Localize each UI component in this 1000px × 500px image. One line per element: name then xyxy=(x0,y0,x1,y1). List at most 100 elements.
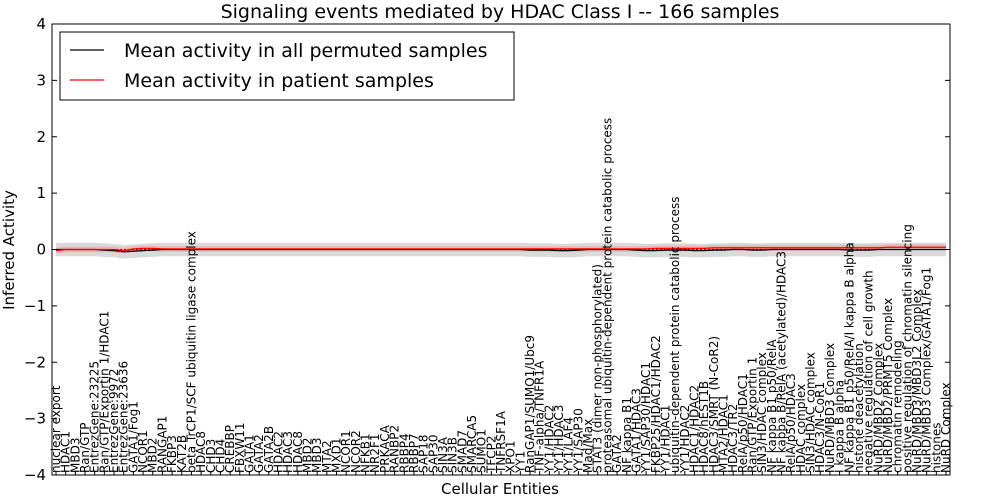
category-label: GATA2 xyxy=(252,434,266,473)
category-label: NF kappa B/RelA (acetylated)/HDAC3 xyxy=(775,251,789,473)
y-tick-label: −4 xyxy=(24,466,46,484)
y-tick-label: −3 xyxy=(24,410,46,428)
category-label: YY1/SAP30/HDAC1 xyxy=(639,362,653,474)
category-label: Mad/Max xyxy=(581,419,595,473)
y-tick-label: −1 xyxy=(24,297,46,315)
category-label: NFKB1 xyxy=(359,433,373,473)
legend: Mean activity in all permuted samples Me… xyxy=(59,31,515,101)
category-label: PRKACA xyxy=(378,424,392,473)
category-label: RBBP4 xyxy=(397,433,411,473)
category-label: MBD2 xyxy=(146,438,160,473)
category-label: NuRD/MBD3 Complex xyxy=(823,343,837,473)
category-label: RelA/p50/HDAC1 xyxy=(736,373,750,473)
y-axis-label: Inferred Activity xyxy=(0,190,18,310)
category-label: Ran/GTP/Exportin 1 xyxy=(746,357,760,473)
category-label: positive regulation of chromatin silenci… xyxy=(900,224,914,473)
category-label: NF kappa B1 p50/RelA/I kappa B alpha xyxy=(842,242,856,473)
category-label: HDAC3 xyxy=(281,431,295,473)
category-label: NuRD/MBD3 Complex/GATA1/Fog1 xyxy=(920,267,934,473)
category-label: proteasomal ubiquitin-dependent protein … xyxy=(600,118,614,473)
category-label: beta TrCP1/SCF ubiquitin ligase complex xyxy=(184,231,198,473)
category-label: NuRD/MBD2/PRMT5 Complex xyxy=(881,298,895,473)
category-label: NuRD/MBD3/MBD3L2 Complex xyxy=(910,289,924,473)
chart-title: Signaling events mediated by HDAC Class … xyxy=(221,1,780,23)
legend-label-patient: Mean activity in patient samples xyxy=(124,70,434,92)
category-labels: nuclear exportHDAC1MBD3Ran/GTPEntrezGene… xyxy=(49,118,953,474)
category-label: YY1/HDAC3 xyxy=(552,405,566,474)
category-label: MTA2 xyxy=(320,440,334,473)
y-tick-label: 1 xyxy=(36,184,46,202)
category-label: YY1/SAP30 xyxy=(571,408,585,474)
category-label: FKBP3 xyxy=(165,435,179,473)
y-tick-label: 4 xyxy=(36,15,46,33)
category-label: YY1/HDAC2 xyxy=(678,405,692,474)
category-label: EntrezGene:23225 xyxy=(88,361,102,473)
category-label: XPO1 xyxy=(504,440,518,473)
y-tick-label: −2 xyxy=(24,353,46,371)
category-label: HDAC1 xyxy=(59,431,73,473)
category-label: SMAD7 xyxy=(455,430,469,473)
category-label: TFCP2 xyxy=(484,436,498,474)
x-axis-ticks xyxy=(55,471,947,475)
category-label: KAT2B xyxy=(175,435,189,473)
category-label: FBXW11 xyxy=(233,423,247,474)
category-label: MBD2 xyxy=(301,438,315,473)
category-label: FKBP25/HDAC1/HDAC2 xyxy=(649,335,663,473)
category-label: NF kappa B1 xyxy=(620,397,634,473)
category-label: GATA2B xyxy=(262,426,276,473)
category-label: NF kappa B1 p50/RelA xyxy=(765,339,779,473)
category-label: EntrezGene:23636 xyxy=(117,361,131,473)
category-label: SIN3/HDAC complex xyxy=(755,352,769,473)
category-label: nuclear export xyxy=(49,385,63,473)
category-label: NCOR2 xyxy=(349,430,363,473)
category-label: SAP30 xyxy=(426,434,440,473)
category-label: TNFRSF1A xyxy=(494,410,508,474)
plot-area-frame xyxy=(51,23,951,476)
category-label: NuRD/MBD2 Complex xyxy=(871,343,885,473)
category-label: CREBBP xyxy=(223,425,237,473)
category-label: YY1/HDAC2 xyxy=(542,405,556,474)
category-label: STAT3 (dimer non-phosphorylated) xyxy=(591,264,605,473)
y-tick-label: 3 xyxy=(36,71,46,89)
category-label: chromatin remodeling xyxy=(891,340,905,473)
x-axis-label: Cellular Entities xyxy=(441,480,559,498)
category-label: NuRD Complex xyxy=(939,382,953,473)
category-label: MBD3 xyxy=(68,438,82,473)
category-label: HDAC3/SMRT (N-CoR2) xyxy=(707,336,721,473)
y-tick-label: 2 xyxy=(36,128,46,146)
series-line-1 xyxy=(55,246,946,252)
category-label: RelA/p50/HDAC3 xyxy=(784,373,798,473)
category-label: GATA1 xyxy=(242,434,256,473)
category-label: SAP18 xyxy=(417,434,431,473)
category-label: SIN3B xyxy=(446,437,460,473)
category-label: RBBP7 xyxy=(407,433,421,473)
legend-box xyxy=(59,31,515,101)
category-label: HDAC2 xyxy=(272,431,286,473)
category-label: EntrezGene:9972 xyxy=(107,369,121,474)
category-label: Ran/GTP xyxy=(78,422,92,473)
category-label: GATA2 xyxy=(610,434,624,473)
category-label: MTA2/HDAC1 xyxy=(717,394,731,473)
category-label: Ran/GTP/Exportin 1/HDAC1 xyxy=(97,311,111,473)
category-label: TNF-alpha/TNFR1A xyxy=(533,360,547,474)
category-label: NR2F1 xyxy=(368,434,382,474)
category-label: HDAC1/HDAC2 xyxy=(687,385,701,473)
y-tick-label: 0 xyxy=(36,241,46,259)
category-label: YY1/HDAC1 xyxy=(658,405,672,474)
category-label: MBD3 xyxy=(310,438,324,473)
category-label: GATA1/Fog1 xyxy=(126,401,140,473)
category-label: HDAC complex xyxy=(794,384,808,473)
category-label: HDAC8 xyxy=(194,431,208,473)
category-label: CHD4 xyxy=(213,439,227,473)
category-label: SIN3A xyxy=(436,436,450,473)
legend-label-permuted: Mean activity in all permuted samples xyxy=(124,40,487,62)
category-label: RANGAP1 xyxy=(155,416,169,473)
category-label: HDAC3/TR2 xyxy=(726,404,740,473)
category-label: YY1/LAF4 xyxy=(562,417,576,474)
category-label: I kappa B alpha xyxy=(833,380,847,473)
category-label: CHD3 xyxy=(204,439,218,473)
category-label: GATA1/HDAC3 xyxy=(629,388,643,473)
category-label: YY1 xyxy=(513,451,527,474)
category-label: SIN3/HDAC complex xyxy=(804,352,818,473)
